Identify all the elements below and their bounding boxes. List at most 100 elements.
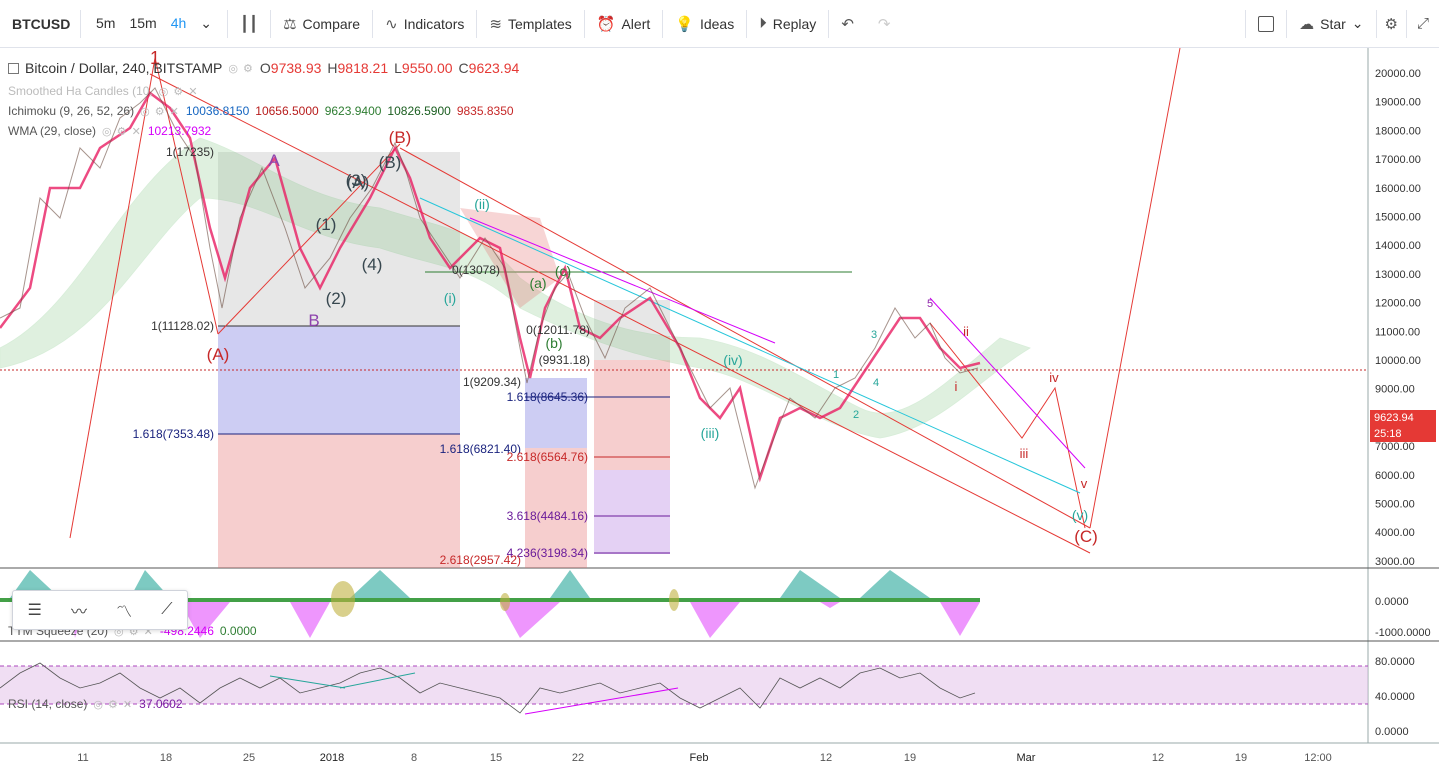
wave-label: iii bbox=[1020, 446, 1029, 461]
time-axis-label: 18 bbox=[160, 752, 172, 764]
low-value: 9550.00 bbox=[401, 60, 453, 76]
wave-label: 2 bbox=[853, 409, 859, 421]
templates-button[interactable]: ≋ Templates bbox=[489, 15, 572, 33]
fib-level-label: 2.618(2957.42) bbox=[440, 553, 521, 567]
compare-button[interactable]: ⚖ Compare bbox=[283, 15, 361, 33]
fib-level-label: 1.618(8645.36) bbox=[507, 390, 588, 404]
wave-label: (b) bbox=[545, 335, 562, 351]
fib-level-label: 1(9209.34) bbox=[463, 375, 521, 389]
close-value: 9623.94 bbox=[468, 60, 520, 76]
alert-button[interactable]: ⏰ Alert bbox=[596, 15, 651, 33]
lightbulb-icon: 💡 bbox=[675, 15, 694, 33]
wave-label: (A) bbox=[347, 173, 370, 192]
price-axis-label: 17000.00 bbox=[1375, 154, 1421, 166]
chevron-down-icon: ⌄ bbox=[1351, 15, 1364, 31]
wave-label: 1 bbox=[150, 48, 160, 68]
fib-level-label: 1.618(7353.48) bbox=[133, 427, 214, 441]
top-toolbar: BTCUSD 5m 15m 4h ⌄ ┃┃ ⚖ Compare ∿ Indicato… bbox=[0, 0, 1439, 48]
fib-level-label: 0(13078) bbox=[452, 263, 500, 277]
wave-label: (4) bbox=[362, 255, 383, 274]
time-axis-label: 19 bbox=[904, 752, 916, 764]
rsi-axis-label: 40.0000 bbox=[1375, 691, 1415, 703]
main-legend: Bitcoin / Dollar, 240, BITSTAMP ◎ ⚙ O973… bbox=[8, 60, 519, 76]
wave-label: v bbox=[1081, 476, 1088, 491]
wave-label: (iv) bbox=[723, 352, 742, 368]
wave-label: (C) bbox=[1074, 527, 1098, 546]
settings-button[interactable]: ⚙ bbox=[1377, 0, 1406, 48]
cloud-icon: ☁ bbox=[1299, 15, 1315, 33]
trend-line-icon[interactable]: ⟋ bbox=[161, 601, 173, 618]
time-axis-label: 12 bbox=[1152, 752, 1164, 764]
replay-icon: ⏵ bbox=[759, 15, 767, 32]
indicators-button[interactable]: ∿ Indicators bbox=[385, 15, 465, 33]
trend-line bbox=[149, 73, 1091, 554]
time-axis-label: 25 bbox=[243, 752, 255, 764]
wave-label: B bbox=[308, 311, 319, 330]
time-axis-label: 8 bbox=[411, 752, 417, 764]
price-axis-label: 9000.00 bbox=[1375, 384, 1415, 396]
time-axis-label: 15 bbox=[490, 752, 502, 764]
legend-buttons[interactable]: ◎ ⚙ bbox=[228, 62, 254, 75]
ideas-button[interactable]: 💡 Ideas bbox=[675, 15, 735, 33]
rsi-legend: RSI (14, close) ◎ ⚙ ✕ 37.0602 bbox=[8, 697, 183, 711]
fib-level-label: 4.236(3198.34) bbox=[507, 546, 588, 560]
fib-level-label: 1.618(6821.40) bbox=[440, 442, 521, 456]
time-axis-label: Mar bbox=[1017, 752, 1036, 764]
collapse-legend-icon[interactable] bbox=[8, 62, 19, 74]
trend-line-cyan bbox=[419, 197, 1081, 494]
price-axis-label: 6000.00 bbox=[1375, 470, 1415, 482]
wave-label: iv bbox=[1049, 370, 1059, 385]
wave-label: 3 bbox=[871, 329, 877, 341]
chart-type-button[interactable]: ┃┃ bbox=[228, 0, 270, 48]
gear-icon: ⚙ bbox=[1384, 15, 1398, 33]
timeframe-dropdown-icon[interactable]: ⌄ bbox=[200, 15, 212, 31]
price-axis-label: 3000.00 bbox=[1375, 556, 1415, 568]
star-button[interactable]: ☁ Star ⌄ bbox=[1299, 15, 1364, 33]
smoothed-legend: Smoothed Ha Candles (10, ◎ ⚙ ✕ bbox=[8, 84, 199, 98]
wave-label: (i) bbox=[444, 290, 456, 306]
wave-abc-icon[interactable]: 〽 bbox=[116, 604, 133, 621]
time-axis-label: 12 bbox=[820, 752, 832, 764]
alarm-clock-icon: ⏰ bbox=[596, 15, 616, 33]
fib-box-blue-2 bbox=[525, 378, 587, 448]
timeframe-15m[interactable]: 15m bbox=[129, 15, 157, 31]
timeframe-4h[interactable]: 4h bbox=[170, 15, 187, 31]
wma-legend: WMA (29, close) ◎ ⚙ ✕ 10213.7932 bbox=[8, 124, 212, 138]
rsi-line bbox=[0, 662, 976, 714]
wave-label: (B) bbox=[389, 128, 412, 147]
time-axis-label: 12:00 bbox=[1304, 752, 1332, 764]
timeframe-group: 5m 15m 4h ⌄ bbox=[81, 15, 227, 32]
wave-label: ii bbox=[963, 324, 969, 339]
fib-level-label: 1(17235) bbox=[166, 145, 214, 159]
lines-icon[interactable]: ☰ bbox=[27, 602, 42, 619]
fullscreen-box-button[interactable] bbox=[1246, 0, 1286, 48]
chart-canvas[interactable]: 20000.0019000.0018000.0017000.0016000.00… bbox=[0, 47, 1439, 769]
fib-box-red bbox=[218, 434, 460, 568]
time-axis-label: 22 bbox=[572, 752, 584, 764]
price-axis-label: 19000.00 bbox=[1375, 97, 1421, 109]
fib-level-label: 3.618(4484.16) bbox=[507, 509, 588, 523]
symbol-search[interactable]: BTCUSD bbox=[12, 15, 71, 32]
fib-box-blue bbox=[218, 326, 460, 434]
high-value: 9818.21 bbox=[337, 60, 389, 76]
wave-label: (A) bbox=[207, 345, 230, 364]
wave-label: A bbox=[268, 151, 280, 170]
price-axis-label: 15000.00 bbox=[1375, 212, 1421, 224]
wave-label: (iii) bbox=[701, 425, 720, 441]
redo-button[interactable]: ↷ bbox=[866, 0, 903, 48]
wave-label: (1) bbox=[316, 215, 337, 234]
drawing-toolbar: ☰ 〰 〽 ⟋ bbox=[12, 590, 188, 630]
chart-area[interactable]: 20000.00 19000.00 18000.00 17000.00 16000.00… bbox=[0, 47, 1439, 769]
ichimoku-legend: Ichimoku (9, 26, 52, 26) ◎ ⚙ ✕ 10036.815… bbox=[8, 104, 514, 118]
timeframe-5m[interactable]: 5m bbox=[96, 15, 116, 31]
price-axis-label: 12000.00 bbox=[1375, 298, 1421, 310]
fib-level-label: 0(12011.78) bbox=[526, 323, 590, 337]
wave-label: 5 bbox=[927, 298, 933, 310]
wave-label: (2) bbox=[326, 289, 347, 308]
rsi-axis-label: 0.0000 bbox=[1375, 726, 1409, 738]
undo-button[interactable]: ↶ bbox=[829, 0, 866, 48]
replay-button[interactable]: ⏵ Replay bbox=[759, 15, 817, 32]
wave-12345-icon[interactable]: 〰 bbox=[70, 604, 87, 621]
fullscreen-button[interactable]: ⤢ bbox=[1407, 0, 1439, 48]
price-axis-label: 11000.00 bbox=[1375, 326, 1420, 338]
